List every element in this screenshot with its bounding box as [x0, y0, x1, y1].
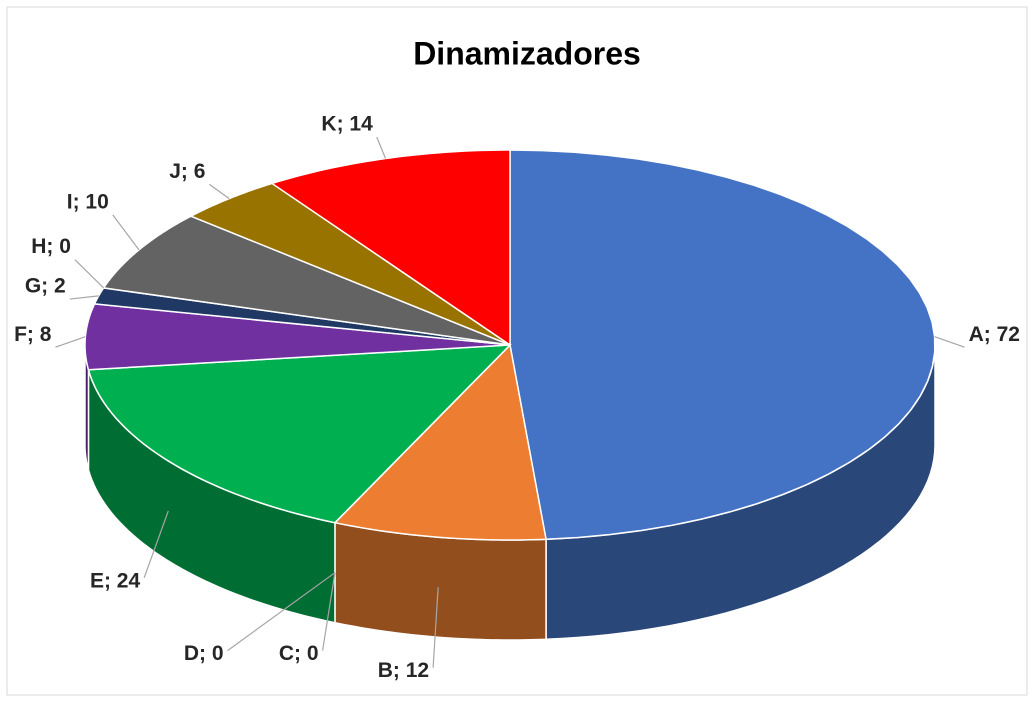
- slice: [509, 149, 936, 541]
- leader-line: [432, 587, 439, 668]
- leader-line: [227, 572, 336, 652]
- leader-line: [112, 214, 140, 251]
- data-label: B; 12: [378, 659, 429, 682]
- slice: [333, 343, 547, 541]
- data-label: A; 72: [969, 323, 1020, 346]
- leader-line: [55, 336, 86, 348]
- data-label: J; 6: [169, 160, 205, 183]
- data-label: G; 2: [25, 275, 66, 298]
- data-label: F; 8: [14, 323, 52, 346]
- data-label: E; 24: [90, 569, 141, 592]
- leader-line: [376, 136, 387, 159]
- leader-line: [321, 572, 336, 651]
- data-label: I; 10: [67, 190, 109, 213]
- leader-line: [209, 183, 230, 200]
- leader-line: [143, 510, 169, 578]
- slice: [87, 344, 512, 524]
- leader-line: [934, 336, 965, 348]
- data-label: H; 0: [31, 235, 71, 258]
- leader-line: [69, 295, 99, 300]
- leader-line: [74, 259, 105, 289]
- data-label: K; 14: [321, 113, 373, 136]
- data-label: D; 0: [184, 642, 224, 665]
- chart-title: Dinamizadores: [413, 35, 641, 71]
- data-label: C; 0: [279, 642, 319, 665]
